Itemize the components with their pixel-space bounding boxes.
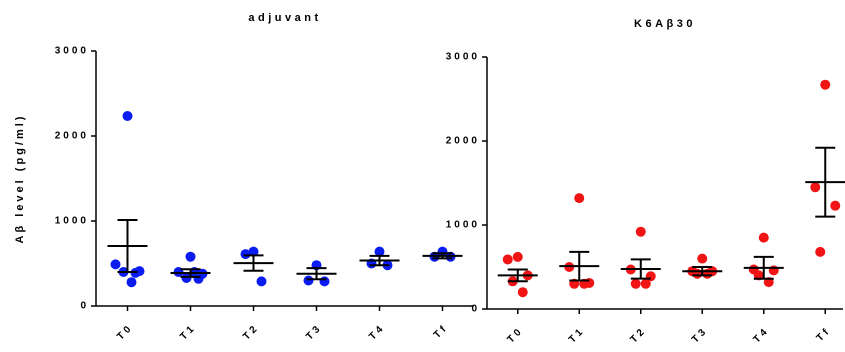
data-point bbox=[110, 259, 121, 270]
error-bar bbox=[815, 146, 836, 218]
error-bar bbox=[243, 254, 264, 272]
error-bar bbox=[753, 255, 774, 280]
data-point bbox=[512, 251, 523, 262]
data-point bbox=[240, 249, 251, 260]
x-tick-label: Tf bbox=[815, 325, 834, 344]
data-point bbox=[319, 276, 330, 287]
data-point bbox=[640, 278, 651, 289]
error-bar bbox=[306, 267, 327, 281]
x-tick-label: Tf bbox=[432, 322, 451, 341]
data-point bbox=[126, 277, 137, 288]
error-bar bbox=[180, 268, 201, 278]
y-tick-label: 2000 bbox=[446, 136, 480, 147]
data-point bbox=[517, 287, 528, 298]
data-point bbox=[820, 79, 831, 90]
y-tick-label: 3000 bbox=[55, 46, 89, 57]
data-point bbox=[697, 253, 708, 264]
error-bar bbox=[117, 218, 138, 273]
x-tick-label: T2 bbox=[628, 325, 648, 345]
y-tick-label: 1000 bbox=[55, 216, 89, 227]
data-point bbox=[502, 254, 513, 265]
y-tick-label: 0 bbox=[80, 301, 89, 312]
x-tick-label: T3 bbox=[690, 325, 710, 345]
error-bar bbox=[507, 268, 528, 283]
error-bar bbox=[630, 258, 651, 280]
data-point bbox=[830, 200, 841, 211]
data-point bbox=[635, 226, 646, 237]
x-tick-label: T4 bbox=[367, 322, 387, 342]
error-bar bbox=[569, 250, 590, 282]
x-tick-label: T1 bbox=[178, 322, 198, 342]
data-point bbox=[181, 272, 192, 283]
x-tick-label: T2 bbox=[241, 322, 261, 342]
error-bar bbox=[432, 252, 453, 260]
x-tick-label: T3 bbox=[304, 322, 324, 342]
data-point bbox=[256, 276, 267, 287]
chart-title: K6Aβ30 bbox=[634, 18, 696, 30]
y-axis-label: Aβ level (pg/ml) bbox=[14, 114, 26, 244]
data-point bbox=[630, 278, 641, 289]
data-point bbox=[248, 246, 259, 257]
data-point bbox=[810, 182, 821, 193]
data-point bbox=[758, 232, 769, 243]
data-point bbox=[815, 246, 826, 257]
data-point bbox=[574, 193, 585, 204]
data-point bbox=[374, 246, 385, 257]
data-point bbox=[303, 275, 314, 286]
y-tick-label: 3000 bbox=[446, 52, 480, 63]
chart-title: adjuvant bbox=[248, 12, 321, 24]
x-tick-label: T0 bbox=[505, 325, 525, 345]
error-bar bbox=[369, 254, 390, 267]
data-point bbox=[185, 251, 196, 262]
y-tick-label: 1000 bbox=[446, 220, 480, 231]
y-tick-label: 0 bbox=[471, 304, 480, 315]
x-tick-label: T1 bbox=[567, 325, 587, 345]
x-tick-label: T0 bbox=[115, 322, 135, 342]
x-tick-label: T4 bbox=[751, 325, 771, 345]
y-tick-label: 2000 bbox=[55, 131, 89, 142]
error-bar bbox=[692, 266, 713, 277]
data-point bbox=[122, 111, 133, 122]
